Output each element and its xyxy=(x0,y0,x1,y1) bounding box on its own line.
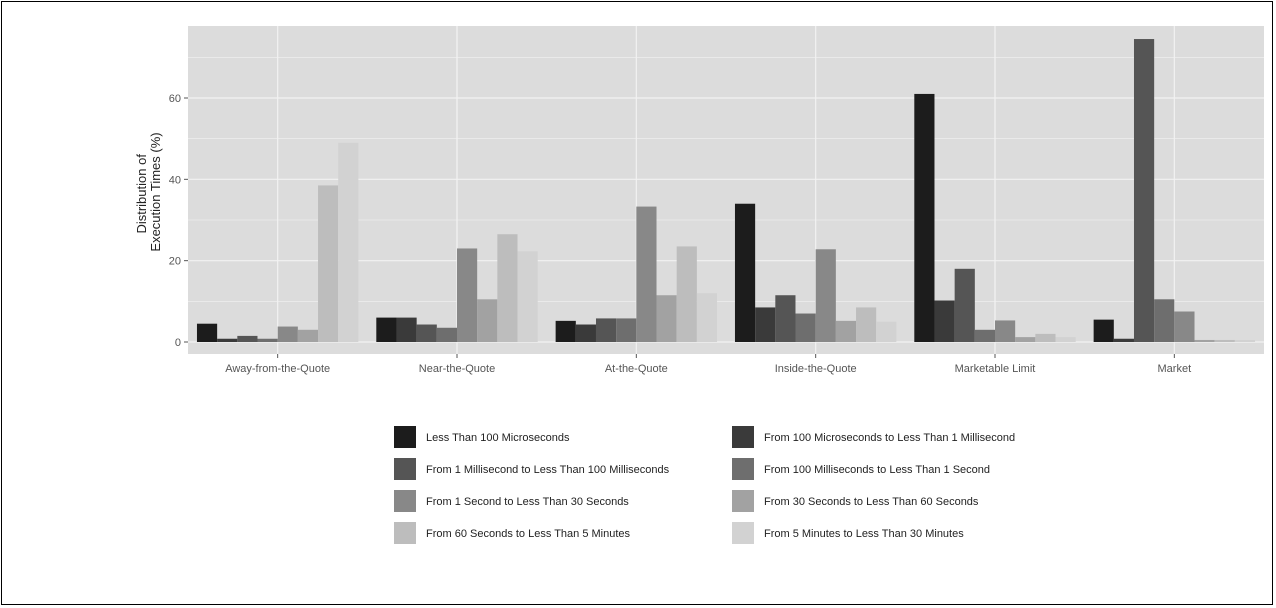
bar xyxy=(477,299,498,342)
bar xyxy=(734,203,756,342)
legend-label: From 100 Milliseconds to Less Than 1 Sec… xyxy=(764,464,990,476)
bar xyxy=(1234,339,1256,342)
bar xyxy=(1015,337,1036,342)
bar xyxy=(1113,338,1134,342)
bar xyxy=(954,268,975,342)
bar xyxy=(856,307,877,342)
bar xyxy=(1093,319,1114,342)
legend-key xyxy=(732,522,754,544)
legend-key xyxy=(394,458,416,480)
y-axis-title-line-1: Distribution of xyxy=(134,154,149,234)
plot-panel xyxy=(188,26,1264,354)
legend-label: Less Than 100 Microseconds xyxy=(426,432,570,444)
bar xyxy=(436,327,457,342)
bar xyxy=(1174,311,1195,342)
bar xyxy=(835,320,857,342)
x-tick-label: Away-from-the-Quote xyxy=(225,363,330,375)
panel-background xyxy=(188,26,1264,354)
bar xyxy=(237,335,258,342)
bar xyxy=(1154,299,1175,342)
bar xyxy=(257,338,278,342)
bar xyxy=(934,300,955,342)
bars xyxy=(196,39,1256,343)
legend-key xyxy=(394,490,416,512)
bar xyxy=(815,249,836,342)
bar xyxy=(1055,337,1076,342)
y-axis-title: Distribution of Execution Times (%) xyxy=(134,132,163,251)
x-tick-label: Market xyxy=(1158,363,1192,375)
bar xyxy=(1214,339,1235,342)
bar xyxy=(696,293,718,342)
legend-key xyxy=(394,426,416,448)
bar xyxy=(196,323,218,342)
bar xyxy=(416,324,437,342)
bar xyxy=(974,329,995,342)
bar xyxy=(396,317,417,342)
bar xyxy=(676,246,697,342)
bar xyxy=(517,251,538,342)
bar xyxy=(457,248,478,342)
bar xyxy=(914,93,935,342)
y-tick-label: 0 xyxy=(175,337,181,349)
bar xyxy=(217,338,238,342)
bar xyxy=(775,295,796,342)
x-tick-label: Near-the-Quote xyxy=(419,363,495,375)
x-tick-label: Inside-the-Quote xyxy=(775,363,857,375)
bar xyxy=(1035,333,1056,342)
legend-label: From 30 Seconds to Less Than 60 Seconds xyxy=(764,496,979,508)
bar xyxy=(555,320,576,342)
bar xyxy=(338,142,359,342)
bar xyxy=(755,307,776,342)
bar xyxy=(318,185,339,342)
bar xyxy=(1133,39,1155,343)
y-axis-title-line-2: Execution Times (%) xyxy=(148,132,163,251)
bar xyxy=(297,329,319,342)
legend-label: From 1 Millisecond to Less Than 100 Mill… xyxy=(426,464,670,476)
legend-key xyxy=(732,458,754,480)
x-tick-label: Marketable Limit xyxy=(955,363,1036,375)
legend: Less Than 100 Microseconds From 100 Micro… xyxy=(394,426,1015,544)
bar xyxy=(876,321,897,342)
bar xyxy=(795,313,816,342)
bar xyxy=(636,206,657,342)
legend-label: From 5 Minutes to Less Than 30 Minutes xyxy=(764,528,964,540)
bar xyxy=(497,234,518,342)
legend-label: From 60 Seconds to Less Than 5 Minutes xyxy=(426,528,631,540)
bar xyxy=(616,318,637,342)
legend-key xyxy=(732,490,754,512)
y-tick-label: 60 xyxy=(169,93,181,105)
bar xyxy=(376,317,397,342)
y-axis: 0 20 40 60 xyxy=(169,93,188,349)
legend-label: From 100 Microseconds to Less Than 1 Mil… xyxy=(764,432,1015,444)
bar xyxy=(1194,339,1215,342)
bar xyxy=(277,326,298,342)
x-tick-label: At-the-Quote xyxy=(605,363,668,375)
bar xyxy=(995,320,1016,342)
y-tick-label: 20 xyxy=(169,256,181,268)
y-tick-label: 40 xyxy=(169,174,181,186)
x-axis: Away-from-the-Quote Near-the-Quote At-the-… xyxy=(225,354,1191,375)
bar xyxy=(575,324,596,342)
bar xyxy=(656,295,677,342)
legend-key xyxy=(394,522,416,544)
bar xyxy=(595,318,617,342)
legend-label: From 1 Second to Less Than 30 Seconds xyxy=(426,496,629,508)
legend-key xyxy=(732,426,754,448)
